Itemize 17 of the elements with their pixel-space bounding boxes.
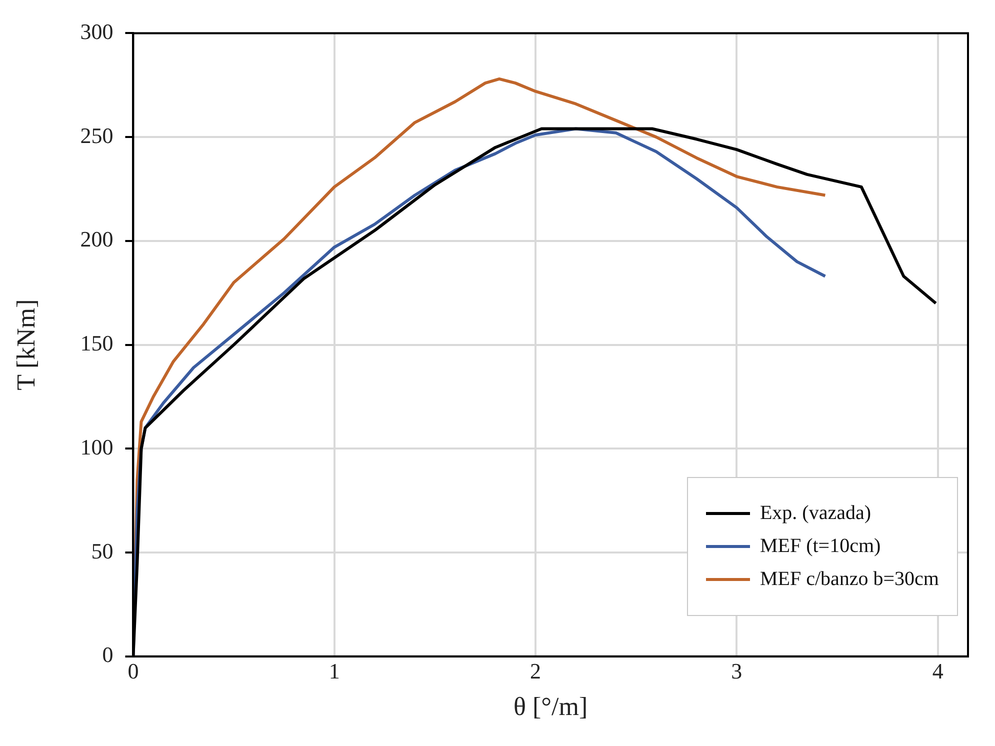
y-tick-label: 250: [80, 122, 114, 148]
y-tick-label: 100: [80, 434, 114, 460]
y-tick-label: 150: [80, 330, 114, 356]
y-axis-title: T [kNm]: [11, 299, 40, 390]
x-tick-label: 4: [932, 658, 944, 684]
x-axis-title: θ [°/m]: [514, 692, 588, 722]
legend-label: Exp. (vazada): [760, 502, 872, 526]
legend-label: MEF c/banzo b=30cm: [760, 568, 939, 592]
y-tick-label: 300: [80, 18, 114, 44]
y-tick-label: 200: [80, 226, 114, 252]
legend-label: MEF (t=10cm): [760, 535, 881, 558]
x-tick-label: 2: [530, 658, 542, 684]
x-tick-label: 3: [731, 658, 742, 684]
y-tick-label: 50: [91, 538, 114, 564]
y-tick-label: 0: [102, 642, 114, 668]
x-tick-label: 0: [128, 658, 139, 684]
x-tick-label: 1: [328, 658, 340, 684]
